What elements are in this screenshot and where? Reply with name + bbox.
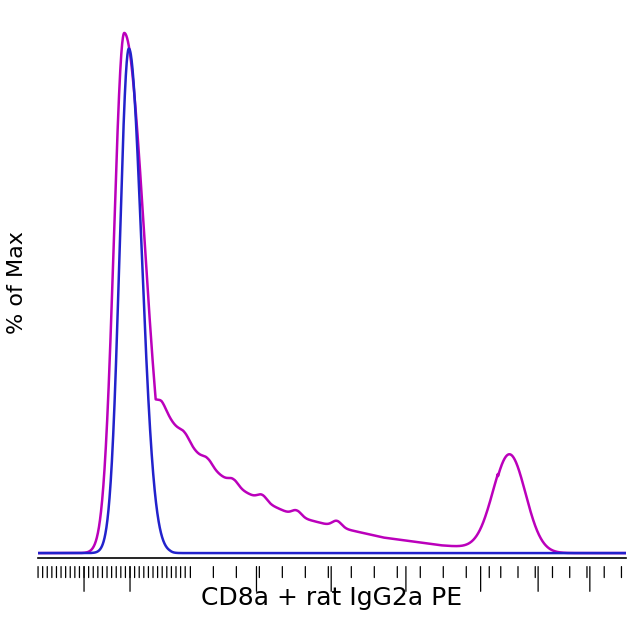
Y-axis label: % of Max: % of Max <box>7 231 27 334</box>
X-axis label: CD8a + rat IgG2a PE: CD8a + rat IgG2a PE <box>201 586 463 610</box>
